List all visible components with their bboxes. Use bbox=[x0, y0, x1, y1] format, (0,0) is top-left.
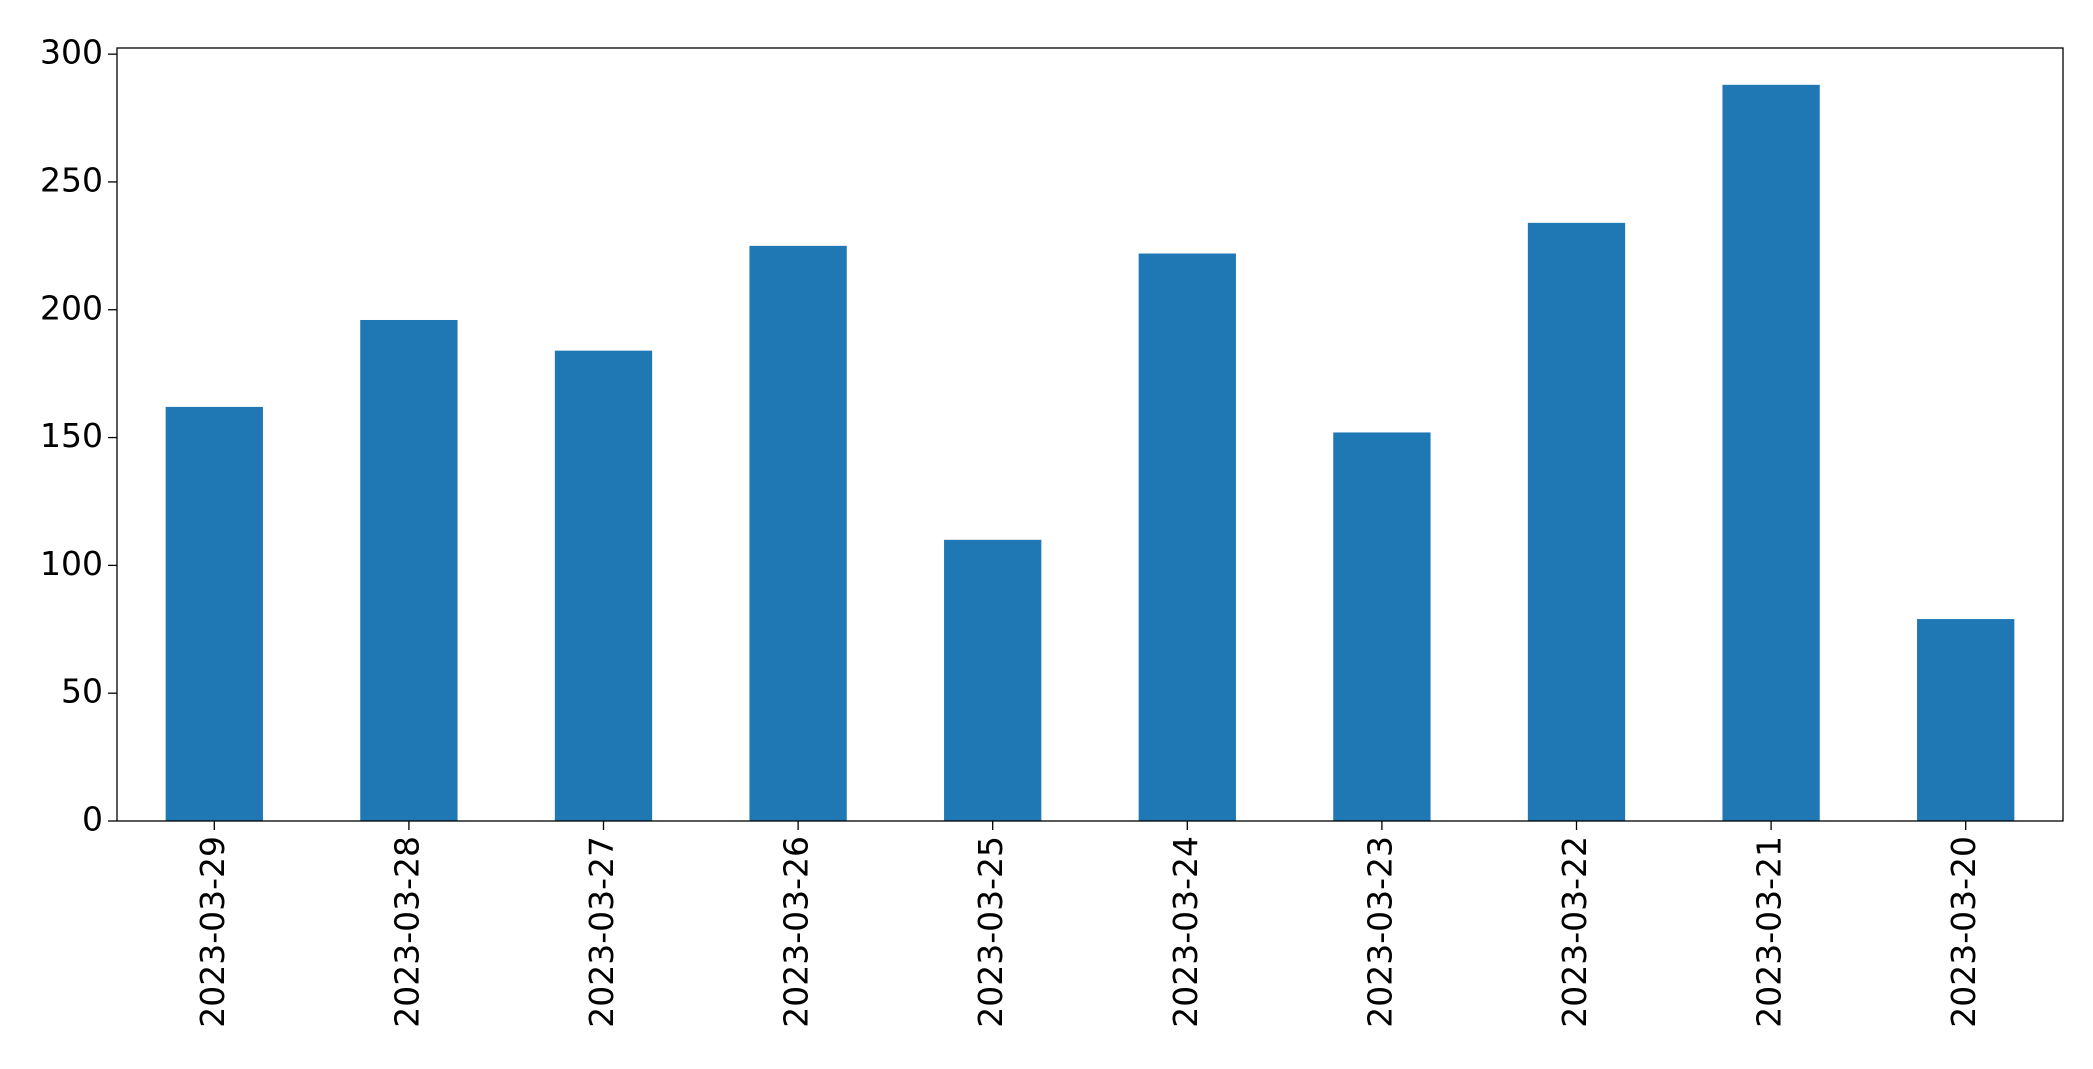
bar bbox=[1527, 222, 1626, 822]
x-tick-label: 2023-03-20 bbox=[1944, 836, 1983, 1028]
x-tick-label: 2023-03-22 bbox=[1555, 836, 1594, 1028]
y-tick-label: 250 bbox=[40, 160, 103, 199]
y-tick-label: 300 bbox=[40, 33, 103, 72]
bar bbox=[1138, 253, 1236, 821]
x-tick-label: 2023-03-24 bbox=[1166, 836, 1205, 1028]
bar bbox=[165, 406, 263, 821]
x-tick-label: 2023-03-29 bbox=[193, 836, 232, 1028]
y-tick-label: 0 bbox=[82, 800, 103, 839]
bar bbox=[1917, 619, 2015, 821]
y-tick-label: 150 bbox=[40, 416, 103, 455]
y-tick-label: 200 bbox=[40, 288, 103, 327]
x-tick-label: 2023-03-26 bbox=[777, 836, 816, 1028]
bar bbox=[360, 319, 458, 821]
x-tick-label: 2023-03-27 bbox=[582, 836, 621, 1028]
bar bbox=[944, 539, 1042, 821]
x-tick-label: 2023-03-28 bbox=[387, 836, 426, 1028]
x-tick-label: 2023-03-21 bbox=[1750, 836, 1789, 1028]
y-tick-label: 100 bbox=[40, 544, 103, 583]
bar bbox=[749, 245, 847, 821]
bar bbox=[1333, 432, 1431, 821]
bar bbox=[1722, 84, 1820, 822]
plot-frame bbox=[116, 47, 2064, 822]
y-tick-label: 50 bbox=[61, 672, 103, 711]
bar bbox=[554, 350, 653, 821]
x-tick-label: 2023-03-25 bbox=[971, 836, 1010, 1028]
x-tick-label: 2023-03-23 bbox=[1360, 836, 1399, 1028]
